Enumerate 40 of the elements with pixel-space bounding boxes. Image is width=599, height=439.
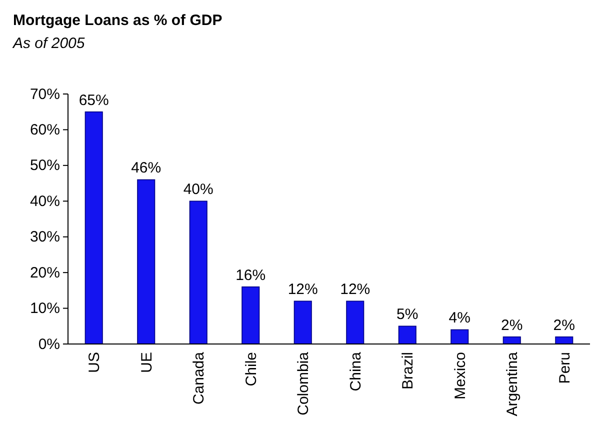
y-tick-label: 40%	[30, 192, 60, 210]
bar	[346, 300, 364, 344]
x-tick-label: Peru	[556, 352, 574, 384]
x-tick-label: Canada	[190, 351, 208, 405]
bar	[555, 336, 574, 344]
chart-subtitle: As of 2005	[12, 35, 86, 52]
y-tick-label: 10%	[30, 300, 60, 318]
bar	[502, 336, 521, 344]
x-tick-label: US	[86, 352, 104, 373]
x-tick-label: Brazil	[400, 352, 417, 390]
y-tick-label: 0%	[38, 336, 60, 353]
data-label: 12%	[288, 281, 318, 298]
data-label: 4%	[448, 310, 470, 327]
data-label: 2%	[501, 316, 523, 334]
data-label: 16%	[236, 266, 266, 284]
bar	[137, 179, 156, 344]
data-label: 40%	[183, 181, 214, 198]
x-tick-label: Mexico	[452, 352, 469, 400]
bar	[294, 300, 312, 344]
bar	[189, 200, 208, 344]
x-tick-label: China	[347, 351, 364, 392]
chart-title: Mortgage Loans as % of GDP	[13, 12, 222, 29]
y-tick-label: 20%	[30, 264, 60, 282]
bar	[450, 329, 469, 344]
bar	[398, 326, 416, 344]
bar	[84, 111, 103, 344]
x-tick-label: Argentina	[504, 351, 522, 416]
data-label: 12%	[340, 281, 370, 298]
x-tick-label: Colombia	[295, 351, 312, 416]
data-label: 65%	[78, 92, 109, 109]
y-tick-label: 30%	[30, 228, 60, 246]
x-tick-label: Chile	[242, 352, 260, 386]
data-label: 46%	[131, 160, 162, 177]
x-tick-label: UE	[138, 352, 156, 373]
data-label: 5%	[396, 306, 418, 324]
y-tick-label: 60%	[30, 122, 60, 139]
data-label: 2%	[553, 316, 575, 334]
bar	[242, 286, 260, 344]
y-tick-label: 70%	[30, 86, 60, 103]
y-tick-label: 50%	[30, 157, 60, 174]
